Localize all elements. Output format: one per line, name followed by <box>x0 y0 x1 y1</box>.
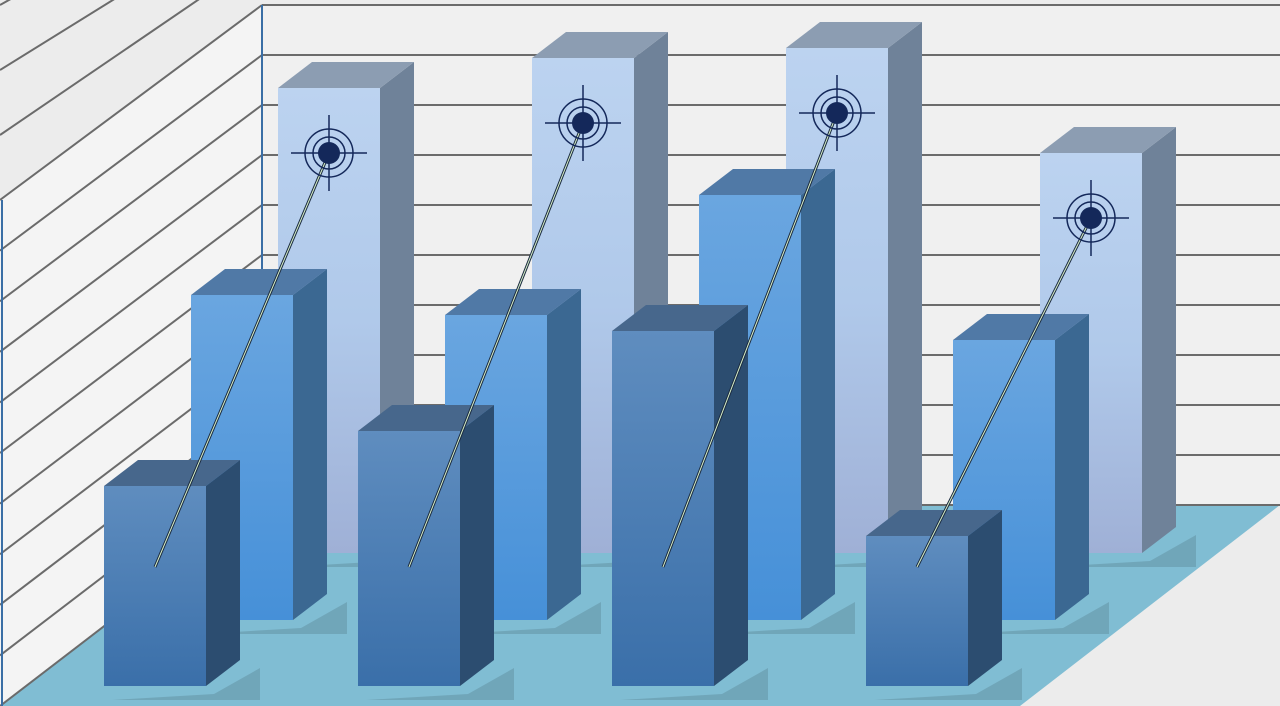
gridline-left <box>0 54 263 252</box>
bar-shadow <box>707 602 855 634</box>
bar-shadow <box>620 668 768 700</box>
bar-middle-1 <box>191 269 347 634</box>
bar-top <box>1040 127 1176 153</box>
bar-side <box>206 460 240 686</box>
bar-front <box>866 536 968 686</box>
bar-side <box>293 269 327 620</box>
bar-side <box>460 405 494 686</box>
leader-line-highlight <box>154 152 330 568</box>
bar-top <box>866 510 1002 536</box>
bar-top <box>953 314 1089 340</box>
bar-side <box>1055 314 1089 620</box>
bar-front <box>358 431 460 686</box>
bar-side <box>801 169 835 620</box>
bar-top <box>786 22 922 48</box>
bar-front-4 <box>866 510 1022 700</box>
bar-top <box>358 405 494 431</box>
bar-shadow <box>366 668 514 700</box>
bar-front-3 <box>612 305 768 700</box>
leader-line-highlight <box>408 122 584 568</box>
bar-shadow <box>961 602 1109 634</box>
bar-shadow <box>1048 535 1196 567</box>
gridline-left <box>0 4 263 201</box>
bar-side <box>547 289 581 620</box>
leader-line-highlight <box>916 217 1092 568</box>
bar-front <box>104 486 206 686</box>
markers <box>153 75 1129 568</box>
bars <box>104 22 1196 700</box>
bar-top <box>104 460 240 486</box>
gridline-left <box>0 0 200 136</box>
gridline-left <box>0 154 263 353</box>
bar-top <box>612 305 748 331</box>
bar-top <box>699 169 835 195</box>
gridline-left <box>0 104 263 303</box>
leader-line-highlight <box>662 112 838 568</box>
bar-top <box>191 269 327 295</box>
bar-shadow <box>112 668 260 700</box>
bar-shadow <box>199 602 347 634</box>
gridline-left <box>0 0 115 71</box>
bar-shadow <box>874 668 1022 700</box>
bar-side <box>968 510 1002 686</box>
bar-middle-3 <box>699 169 855 634</box>
bar-top <box>532 32 668 58</box>
bar-side <box>1142 127 1176 553</box>
bar-front <box>612 331 714 686</box>
bar-side <box>714 305 748 686</box>
bar-front-2 <box>358 405 514 700</box>
gridline-left <box>0 204 263 404</box>
bar-shadow <box>453 602 601 634</box>
bar-top <box>278 62 414 88</box>
bar-front-1 <box>104 460 260 700</box>
gridline-left <box>0 0 12 6</box>
bar-side <box>888 22 922 553</box>
